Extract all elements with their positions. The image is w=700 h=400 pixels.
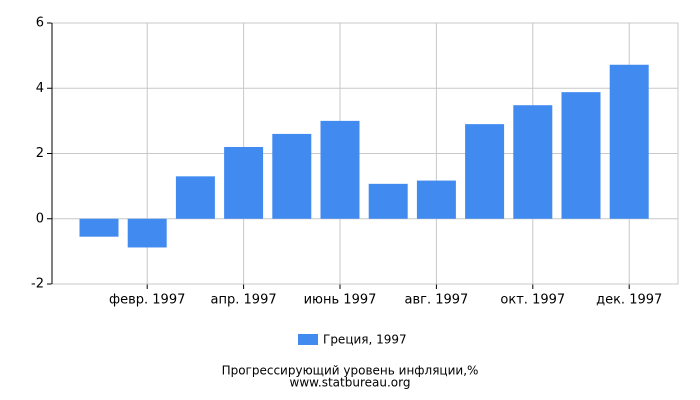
bar [465, 124, 505, 219]
bar [609, 64, 649, 219]
legend-swatch [298, 334, 318, 345]
y-tick-label: 6 [36, 16, 44, 31]
x-tick-label: июнь 1997 [304, 293, 377, 308]
y-tick-label: 2 [36, 146, 44, 161]
bar [224, 146, 264, 219]
bar [127, 218, 167, 248]
x-tick-label: окт. 1997 [500, 293, 565, 308]
x-tick-label: авг. 1997 [404, 293, 468, 308]
y-tick-label: 4 [36, 81, 44, 96]
legend-label: Греция, 1997 [323, 333, 407, 347]
bar [416, 180, 456, 219]
bar [320, 120, 360, 219]
bar [79, 218, 119, 237]
bar [368, 183, 408, 219]
x-tick-label: апр. 1997 [211, 293, 277, 308]
chart-subtitle: www.statbureau.org [290, 376, 411, 390]
y-tick-label: -2 [31, 277, 44, 292]
bar [272, 133, 312, 219]
bar [561, 92, 601, 219]
x-tick-label: дек. 1997 [596, 293, 662, 308]
chart-title: Прогрессирующий уровень инфляции,% [222, 364, 479, 378]
bar [513, 105, 553, 219]
bar [175, 176, 215, 219]
x-tick-label: февр. 1997 [109, 293, 185, 308]
y-tick-label: 0 [36, 211, 44, 226]
